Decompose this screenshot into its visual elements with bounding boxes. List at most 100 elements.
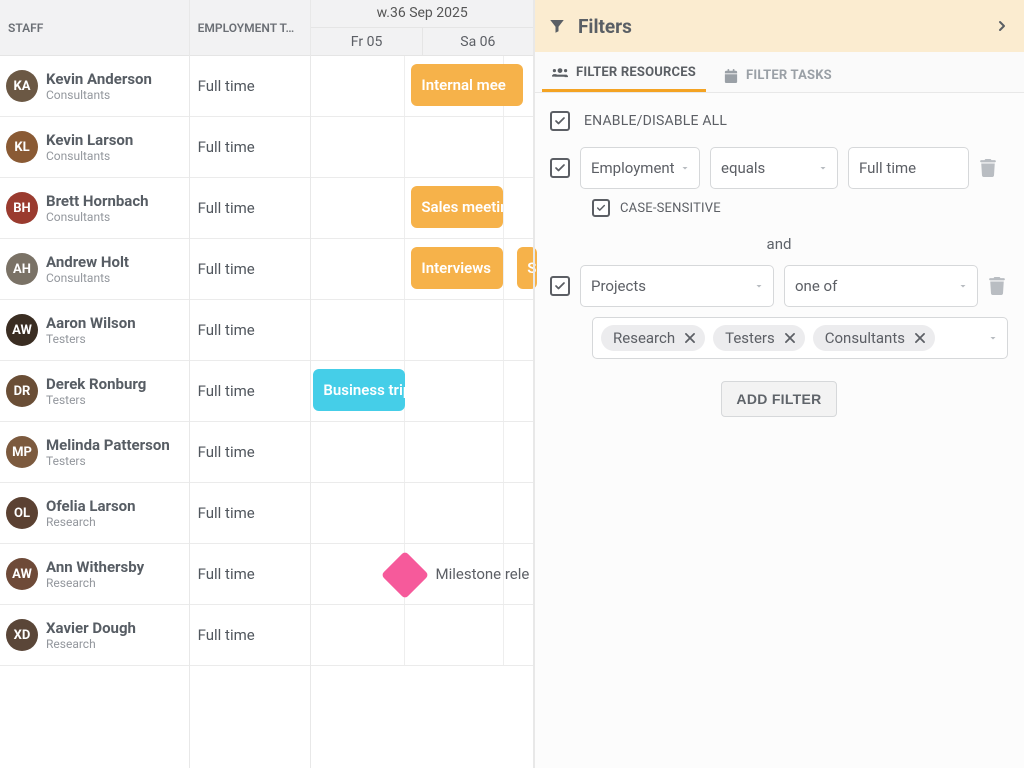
calendar-cell[interactable]	[311, 117, 533, 178]
calendar-cell[interactable]: Milestone rele	[311, 544, 533, 605]
calendar-cell[interactable]: Sales meetir	[311, 178, 533, 239]
chevron-down-icon	[957, 280, 969, 292]
add-filter-button[interactable]: ADD FILTER	[721, 381, 836, 417]
task-bar[interactable]: Sales meetir	[411, 186, 503, 228]
calendar-cell[interactable]	[311, 483, 533, 544]
avatar: AW	[6, 558, 38, 590]
chip-remove-button[interactable]	[783, 331, 797, 345]
calendar-day-header[interactable]: Fr 05	[311, 28, 422, 56]
filters-title: Filters	[578, 15, 632, 38]
chip-remove-button[interactable]	[683, 331, 697, 345]
staff-row[interactable]: AW Ann WithersbyResearch	[0, 544, 189, 605]
employment-cell: Full time	[190, 117, 311, 178]
filter-0-enable-checkbox[interactable]	[550, 158, 570, 178]
chevron-down-icon	[987, 332, 999, 344]
staff-dept: Research	[46, 637, 136, 651]
tab-tasks-label: FILTER TASKS	[746, 68, 832, 83]
chip-label: Research	[613, 329, 675, 347]
tab-resources-label: FILTER RESOURCES	[576, 65, 696, 80]
milestone-marker[interactable]	[381, 551, 429, 599]
calendar-column: w.36 Sep 2025 Fr 05Sa 06 Internal mee Sal…	[311, 0, 533, 768]
employment-header[interactable]: EMPLOYMENT T…	[190, 0, 311, 56]
staff-name: Brett Hornbach	[46, 192, 149, 210]
calendar-cell[interactable]: InterviewsS	[311, 239, 533, 300]
task-bar[interactable]: Internal mee	[411, 64, 523, 106]
filter-tabs: FILTER RESOURCES FILTER TASKS	[534, 52, 1024, 93]
people-icon	[552, 66, 568, 80]
chip-remove-button[interactable]	[913, 331, 927, 345]
chip-label: Testers	[725, 329, 775, 347]
app-root: STAFF KA Kevin Anderson Consultants KLKevin…	[0, 0, 1024, 768]
staff-row[interactable]: BH Brett HornbachConsultants	[0, 178, 189, 239]
calendar-cell[interactable]	[311, 300, 533, 361]
staff-dept: Testers	[46, 454, 170, 468]
avatar: BH	[6, 192, 38, 224]
employment-cell: Full time	[190, 483, 311, 544]
staff-name: Melinda Patterson	[46, 436, 170, 454]
avatar: KA	[6, 70, 38, 102]
staff-dept: Research	[46, 576, 144, 590]
staff-name: Aaron Wilson	[46, 314, 136, 332]
filter-chip: Consultants	[813, 325, 935, 351]
task-bar[interactable]: Business trip	[313, 369, 405, 411]
staff-name: Kevin Larson	[46, 131, 133, 149]
staff-row[interactable]: OLOfelia LarsonResearch	[0, 483, 189, 544]
avatar: MP	[6, 436, 38, 468]
staff-name: Ann Withersby	[46, 558, 144, 576]
employment-cell: Full time	[190, 422, 311, 483]
staff-header[interactable]: STAFF	[0, 0, 189, 56]
employment-cell: Full time	[190, 300, 311, 361]
filter-1-chips-input[interactable]: Research Testers Consultants	[592, 317, 1008, 359]
collapse-panel-button[interactable]	[994, 18, 1010, 34]
filter-0-delete-button[interactable]	[979, 159, 997, 177]
employment-cell: Full time	[190, 605, 311, 666]
enable-all-checkbox[interactable]	[550, 111, 570, 131]
filter-block-0: Employment equals Full time	[550, 147, 1008, 217]
calendar-day-header[interactable]: Sa 06	[423, 28, 533, 56]
employment-column: EMPLOYMENT T… Full timeFull timeFull tim…	[190, 0, 312, 768]
week-label[interactable]: w.36 Sep 2025	[311, 0, 533, 28]
staff-row[interactable]: KAKevin AndersonConsultants	[0, 56, 189, 117]
employment-cell: Full time	[190, 56, 311, 117]
calendar-cell[interactable]: Business trip	[311, 361, 533, 422]
avatar: AW	[6, 314, 38, 346]
employment-cell: Full time	[190, 239, 311, 300]
scheduler-grid: STAFF KA Kevin Anderson Consultants KLKevin…	[0, 0, 534, 768]
calendar-icon	[724, 69, 738, 83]
filters-body: ENABLE/DISABLE ALL Employment equals	[534, 93, 1024, 433]
filter-1-operator-select[interactable]: one of	[784, 265, 978, 307]
staff-dept: Testers	[46, 332, 136, 346]
chevron-down-icon	[679, 162, 691, 174]
employment-cell: Full time	[190, 361, 311, 422]
staff-dept: Consultants	[46, 210, 149, 224]
staff-row[interactable]: DRDerek RonburgTesters	[0, 361, 189, 422]
staff-name: Andrew Holt	[46, 253, 129, 271]
filters-panel-header: Filters	[534, 0, 1024, 52]
filter-and-label: and	[550, 235, 1008, 253]
filter-0-value-input[interactable]: Full time	[848, 147, 969, 189]
calendar-cell[interactable]: Internal mee	[311, 56, 533, 117]
staff-row[interactable]: KLKevin LarsonConsultants	[0, 117, 189, 178]
filter-1-field-value: Projects	[591, 277, 646, 295]
filter-1-delete-button[interactable]	[988, 277, 1006, 295]
calendar-cell[interactable]	[311, 605, 533, 666]
tab-filter-resources[interactable]: FILTER RESOURCES	[542, 56, 706, 92]
filter-chip: Testers	[713, 325, 805, 351]
filter-1-field-select[interactable]: Projects	[580, 265, 774, 307]
staff-row[interactable]: XDXavier DoughResearch	[0, 605, 189, 666]
staff-row[interactable]: MP Melinda PattersonTesters	[0, 422, 189, 483]
filter-0-operator-select[interactable]: equals	[710, 147, 838, 189]
enable-all-row: ENABLE/DISABLE ALL	[550, 111, 1008, 131]
filter-1-enable-checkbox[interactable]	[550, 276, 570, 296]
tab-filter-tasks[interactable]: FILTER TASKS	[714, 59, 842, 92]
filter-0-case-checkbox[interactable]	[592, 199, 610, 217]
calendar-cell[interactable]	[311, 422, 533, 483]
staff-name: Kevin Anderson	[46, 70, 152, 88]
task-bar[interactable]: Interviews	[411, 247, 503, 289]
staff-row[interactable]: AW Aaron WilsonTesters	[0, 300, 189, 361]
panel-splitter[interactable]	[529, 0, 539, 768]
filter-0-field-select[interactable]: Employment	[580, 147, 700, 189]
filter-chip: Research	[601, 325, 705, 351]
filter-0-operator-value: equals	[721, 159, 765, 177]
staff-row[interactable]: AHAndrew HoltConsultants	[0, 239, 189, 300]
